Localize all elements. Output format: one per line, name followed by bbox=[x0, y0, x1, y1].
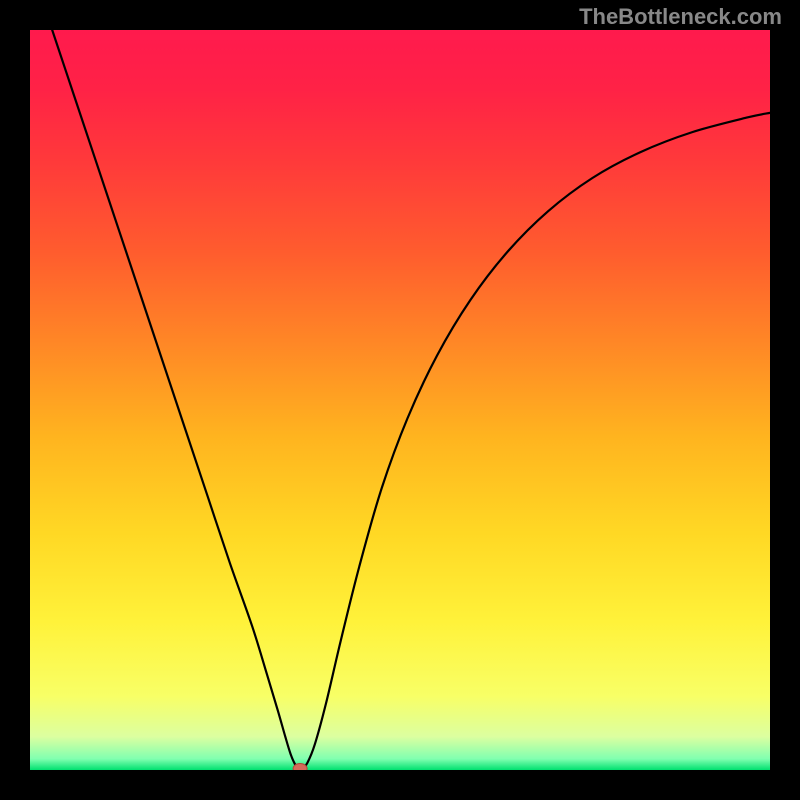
plot-area bbox=[30, 30, 770, 770]
bottleneck-curve bbox=[52, 30, 770, 769]
watermark-text: TheBottleneck.com bbox=[579, 4, 782, 30]
chart-svg bbox=[30, 30, 770, 770]
optimal-point-marker bbox=[293, 764, 307, 770]
chart-container: TheBottleneck.com bbox=[0, 0, 800, 800]
